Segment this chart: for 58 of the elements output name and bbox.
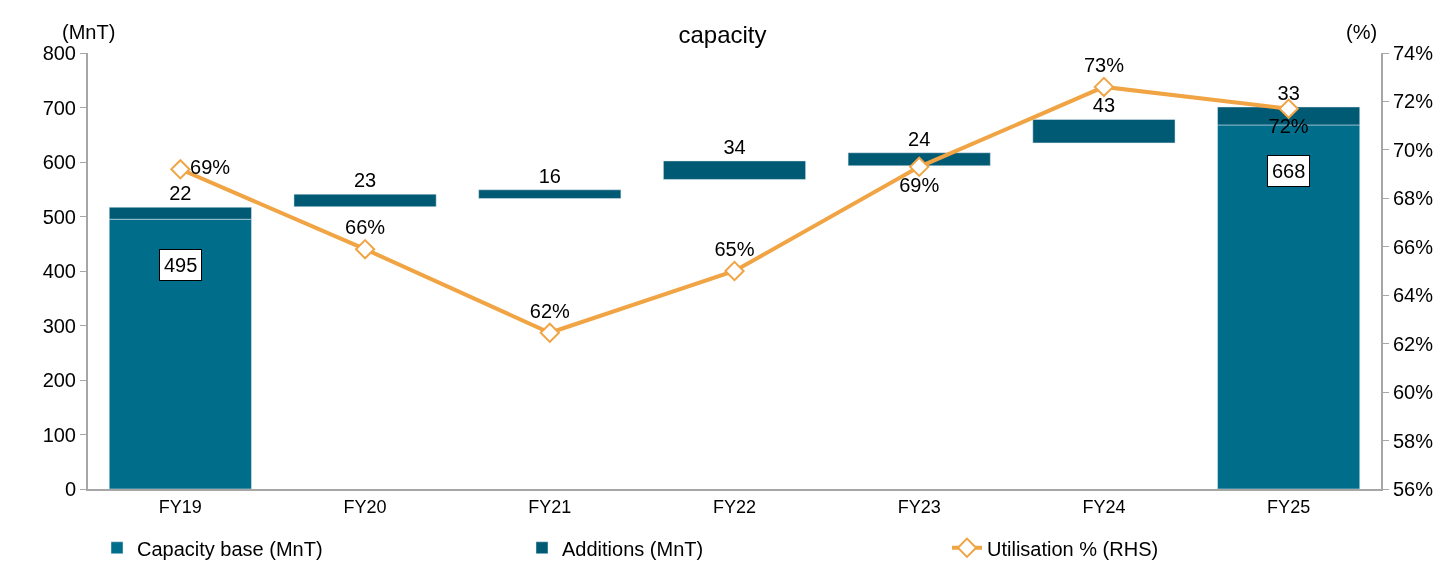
bar	[293, 193, 437, 207]
data-label: 34	[723, 135, 746, 158]
bar	[1032, 119, 1176, 144]
y-tick-label: 600	[42, 151, 76, 173]
data-label: 22	[169, 182, 192, 205]
legend-label: Additions (MnT)	[562, 537, 704, 560]
y-tick-label: 200	[42, 369, 76, 391]
data-label: 69%	[899, 173, 940, 196]
point	[354, 239, 376, 260]
x-tick-label: FY20	[343, 496, 387, 517]
chart-title: capacity	[678, 20, 767, 48]
x-tick-label: FY19	[158, 496, 202, 517]
point	[1278, 98, 1299, 119]
y2-tick-label: 70%	[1393, 138, 1434, 161]
y2-tick-label: 68%	[1393, 187, 1434, 210]
data-label: 495	[164, 254, 198, 276]
y2-tick-label: 74%	[1393, 42, 1434, 64]
y2-tick-label: 56%	[1393, 478, 1434, 500]
y-tick-label: 400	[42, 260, 76, 282]
y-tick-label: 0	[64, 478, 76, 500]
x-tick-label: FY22	[712, 496, 757, 517]
y2-tick-label: 62%	[1393, 332, 1434, 355]
data-label: 65%	[714, 238, 755, 261]
data-label: 66%	[345, 216, 386, 239]
data-label: 73%	[1083, 54, 1125, 77]
y-tick-label: 800	[42, 42, 76, 64]
point	[1093, 76, 1115, 98]
point	[909, 156, 930, 177]
y2-tick-label: 64%	[1393, 284, 1434, 307]
x-tick-label: FY25	[1267, 496, 1311, 517]
data-label: 62%	[529, 300, 571, 323]
data-label: 33	[1277, 81, 1300, 104]
data-label: 24	[908, 127, 931, 150]
y2-tick-label: 72%	[1393, 90, 1434, 113]
x-tick-label: FY23	[897, 496, 941, 517]
bar	[663, 160, 806, 180]
data-label: 43	[1092, 94, 1116, 117]
y-tick-label: 700	[42, 96, 76, 119]
data-label: 668	[1272, 160, 1306, 182]
y2-axis-title: (%)	[1346, 21, 1378, 43]
y-axis-title: (MnT)	[62, 21, 116, 43]
y2-tick-label: 66%	[1393, 235, 1434, 258]
point	[539, 322, 560, 343]
bar	[478, 189, 622, 199]
x-tick-label: FY24	[1082, 496, 1126, 517]
point	[170, 159, 191, 180]
y-tick-label: 300	[42, 314, 76, 337]
data-label: 23	[353, 169, 377, 192]
y2-tick-label: 58%	[1393, 429, 1434, 452]
y-tick-label: 500	[42, 205, 76, 228]
y-tick-label: 100	[42, 423, 76, 446]
y2-tick-label: 60%	[1393, 381, 1434, 404]
x-tick-label: FY21	[528, 496, 572, 517]
legend-label: Utilisation % (RHS)	[987, 537, 1159, 560]
data-label: 16	[538, 164, 561, 187]
data-label: 69%	[190, 156, 231, 179]
legend-label: Capacity base (MnT)	[137, 537, 323, 560]
point	[724, 260, 745, 282]
